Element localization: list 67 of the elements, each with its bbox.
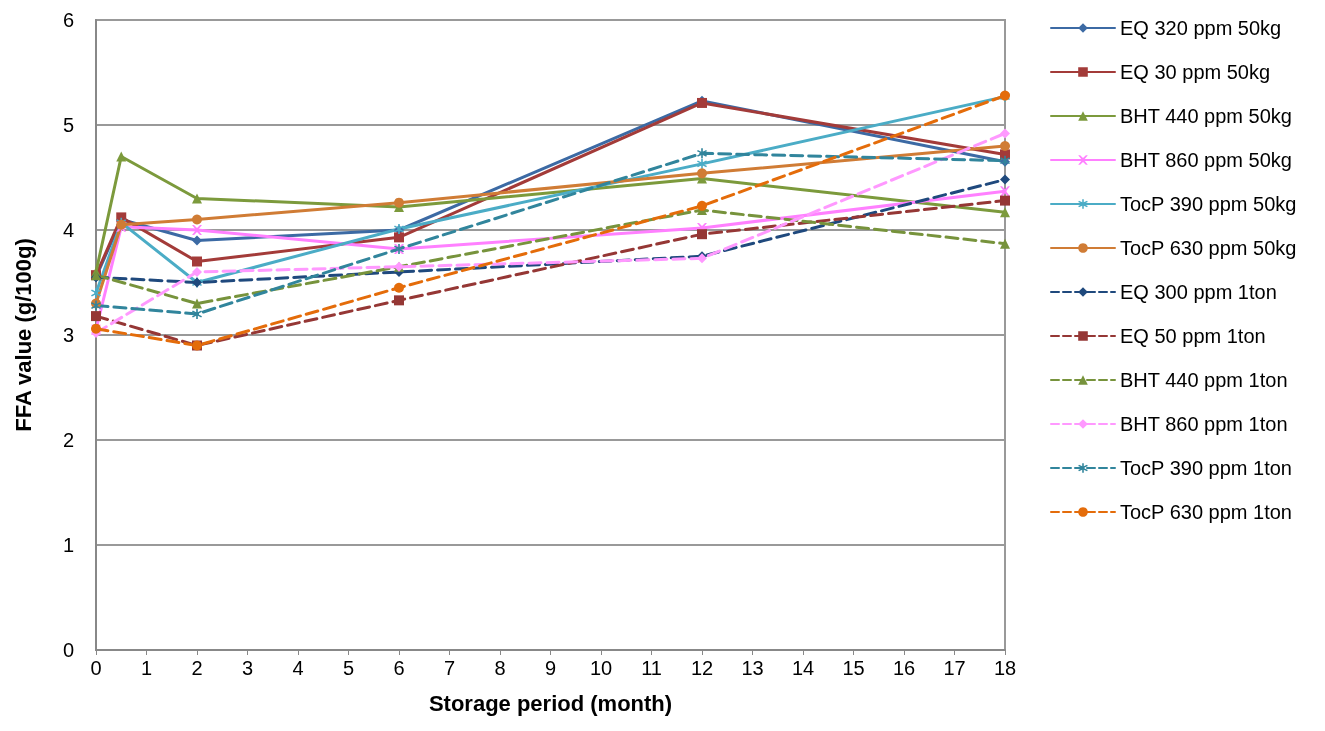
x-tick-label: 13	[741, 657, 764, 679]
y-tick-label: 1	[62, 534, 74, 556]
y-tick-label: 6	[62, 9, 74, 31]
point	[1000, 141, 1010, 151]
x-tick-label: 0	[90, 657, 102, 679]
legend-label: TocP 390 ppm 50kg	[1120, 193, 1297, 215]
point	[192, 214, 202, 225]
point	[697, 148, 707, 159]
point	[394, 197, 404, 208]
legend-label: TocP 630 ppm 50kg	[1120, 237, 1297, 259]
y-tick-label: 0	[62, 639, 74, 661]
point	[91, 311, 101, 322]
legend-label: EQ 320 ppm 50kg	[1120, 17, 1282, 39]
point	[394, 295, 404, 306]
point	[697, 200, 707, 211]
y-tick-label: 3	[62, 324, 74, 346]
point	[192, 309, 202, 319]
point	[697, 229, 707, 240]
legend-label: BHT 440 ppm 1ton	[1120, 369, 1288, 391]
point	[91, 288, 101, 298]
point	[192, 235, 202, 246]
point	[394, 232, 404, 243]
x-tick-label: 4	[292, 657, 304, 679]
point	[192, 225, 202, 235]
legend-label: TocP 630 ppm 1ton	[1120, 501, 1292, 523]
x-tick-label: 1	[140, 657, 153, 679]
legend-label: EQ 300 ppm 1ton	[1120, 281, 1277, 303]
point	[697, 168, 707, 179]
legend-label: BHT 440 ppm 50kg	[1120, 105, 1292, 127]
x-tick-label: 9	[544, 657, 557, 679]
point	[1000, 128, 1010, 139]
point	[1000, 207, 1010, 218]
x-tick-label: 16	[892, 657, 916, 679]
y-axis-title: FFA value (g/100g)	[10, 238, 36, 432]
x-tick-label: 18	[993, 657, 1017, 679]
point	[192, 256, 202, 267]
point	[1000, 238, 1010, 249]
point	[1000, 174, 1010, 185]
point	[1000, 195, 1010, 206]
x-tick-label: 5	[342, 657, 355, 679]
point	[192, 267, 202, 277]
x-tick-label: 11	[641, 657, 662, 679]
y-tick-label: 5	[62, 114, 74, 136]
x-tick-label: 3	[241, 657, 254, 679]
y-tick-label: 4	[62, 219, 74, 241]
x-tick-label: 12	[690, 657, 714, 679]
point	[394, 282, 404, 293]
point	[192, 298, 202, 309]
x-tick-label: 14	[791, 657, 815, 679]
legend-label: TocP 390 ppm 1ton	[1120, 457, 1292, 479]
x-tick-label: 10	[589, 657, 613, 679]
x-tick-label: 6	[393, 657, 405, 679]
x-tick-label: 7	[443, 657, 456, 679]
legend-label: EQ 30 ppm 50kg	[1120, 61, 1271, 83]
y-tick-label: 2	[62, 429, 74, 451]
point	[116, 151, 127, 162]
legend-label: BHT 860 ppm 50kg	[1120, 149, 1292, 171]
legend-label: EQ 50 ppm 1ton	[1120, 325, 1266, 347]
legend-label: BHT 860 ppm 1ton	[1120, 413, 1288, 435]
point	[1000, 186, 1010, 197]
point	[192, 193, 202, 204]
x-tick-label: 15	[842, 657, 865, 679]
x-tick-label: 17	[943, 657, 966, 679]
x-tick-label: 8	[494, 657, 506, 679]
point	[697, 158, 707, 169]
x-axis-title: Storage period (month)	[428, 690, 673, 716]
x-tick-label: 2	[191, 657, 203, 679]
